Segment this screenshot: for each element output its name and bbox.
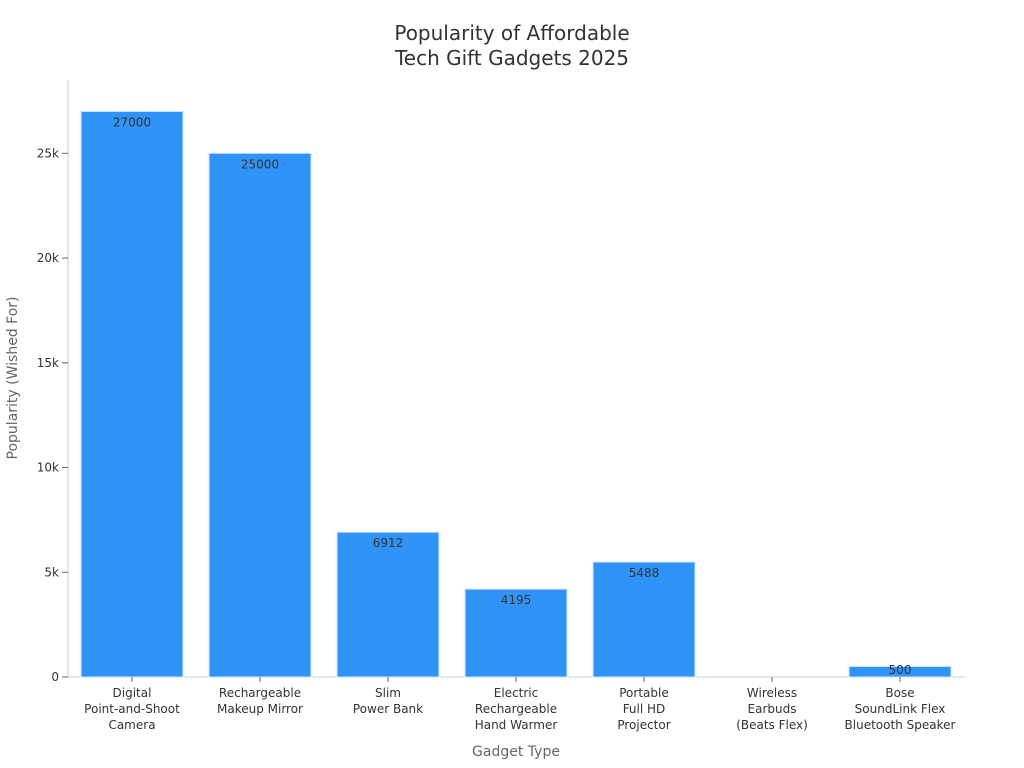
x-tick-label-line: Projector [617,718,670,732]
y-tick-label: 0 [51,670,59,684]
x-tick-label-line: Makeup Mirror [217,702,303,716]
x-tick-label: Wireless Earbuds (Beats Flex) [736,686,808,732]
x-tick-label-line: Power Bank [353,702,423,716]
bar-data-label: 5488 [629,566,660,580]
x-tick-label-line: (Beats Flex) [736,718,808,732]
x-tick-label-line: Bluetooth Speaker [845,718,956,732]
x-tick-label: Bose SoundLink Flex Bluetooth Speaker [845,686,956,732]
x-tick-label-line: SoundLink Flex [855,702,946,716]
bar-data-labels: 27000 25000 6912 4195 5488 500 [113,115,912,676]
x-tick-label-line: Digital [113,686,152,700]
x-tick-label-line: Hand Warmer [475,718,558,732]
x-tick-label-line: Earbuds [748,702,797,716]
y-tick-labels: 0 5k 10k 15k 20k 25k [37,146,68,684]
bar [464,588,568,678]
x-tick-labels: Digital Point-and-Shoot Camera Rechargeable… [84,677,955,732]
y-tick-label: 5k [44,565,59,579]
x-tick-label: Digital Point-and-Shoot Camera [84,686,180,732]
bar [592,561,696,678]
bar-data-label: 25000 [241,157,279,171]
x-tick-label-line: Bose [885,686,914,700]
bar [208,152,312,678]
bars [80,110,952,678]
axes [67,80,964,678]
x-tick-label-line: Rechargeable [475,702,557,716]
bar [336,531,440,678]
x-tick-label-line: Slim [375,686,401,700]
y-tick-label: 25k [37,146,59,160]
y-tick-label: 15k [37,356,59,370]
bar [80,110,184,678]
x-tick-label-line: Camera [108,718,155,732]
x-tick-label-line: Wireless [747,686,797,700]
bar-data-label: 4195 [501,593,532,607]
y-axis-title: Popularity (Wished For) [5,297,21,460]
x-tick-label: Slim Power Bank [353,686,423,716]
x-tick-label-line: Electric [494,686,538,700]
x-tick-label: Portable Full HD Projector [617,686,670,732]
chart-title-line: Popularity of Affordable [394,21,629,45]
x-tick-label: Rechargeable Makeup Mirror [217,686,303,716]
x-tick-label: Electric Rechargeable Hand Warmer [475,686,558,732]
x-tick-label-line: Rechargeable [219,686,301,700]
y-tick-label: 20k [37,251,59,265]
x-tick-label-line: Point-and-Shoot [84,702,180,716]
chart-title-line: Tech Gift Gadgets 2025 [394,46,629,70]
x-axis-title: Gadget Type [472,744,560,760]
bar-data-label: 27000 [113,115,151,129]
bar-data-label: 500 [889,663,912,677]
y-tick-label: 10k [37,461,59,475]
x-tick-label-line: Portable [619,686,668,700]
bar-data-label: 6912 [373,536,404,550]
x-tick-label-line: Full HD [623,702,666,716]
